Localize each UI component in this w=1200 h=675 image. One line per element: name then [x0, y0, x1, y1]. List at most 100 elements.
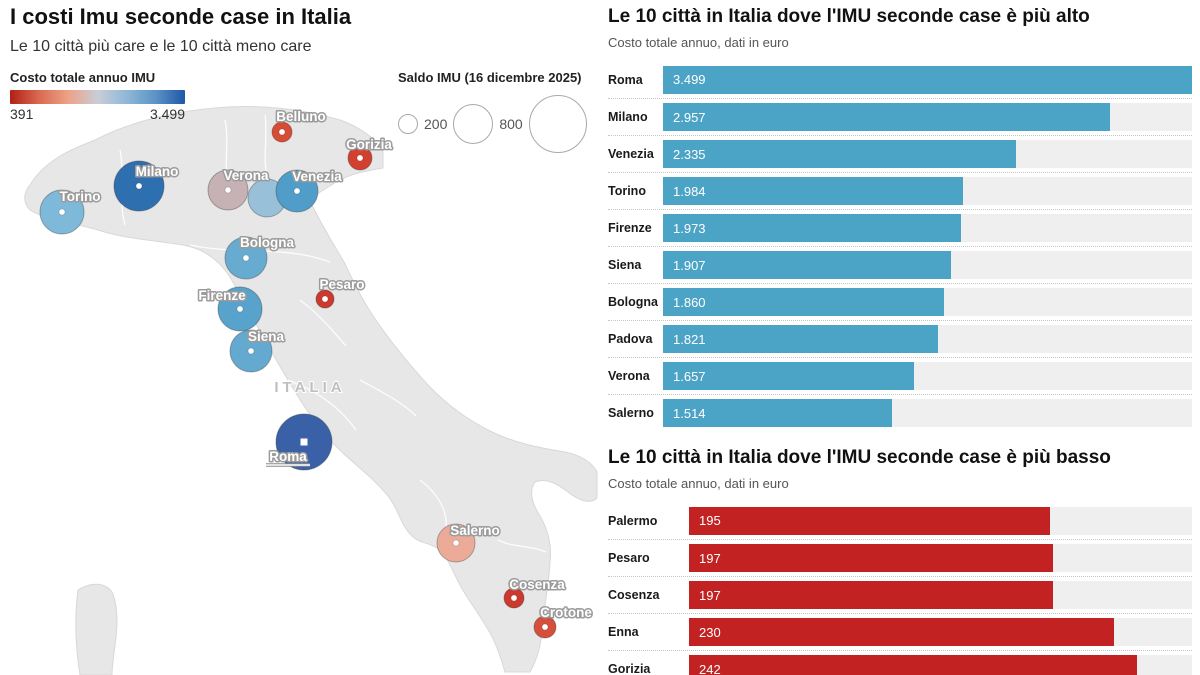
bar: 242 [689, 655, 1137, 675]
chart-row: Padova 1.821 [608, 320, 1192, 357]
region-borders [119, 114, 547, 553]
row-city-label: Bologna [608, 295, 658, 309]
chart-row: Venezia 2.335 [608, 135, 1192, 172]
city-label-milano: Milano [136, 164, 179, 179]
chart-row: Pesaro 197 [608, 539, 1192, 576]
city-dot [58, 208, 66, 216]
row-city-label: Firenze [608, 221, 652, 235]
city-label-torino: Torino [60, 189, 101, 204]
bar-value: 1.657 [673, 368, 706, 384]
city-label-roma: Roma [269, 449, 307, 464]
chart-row: Firenze 1.973 [608, 209, 1192, 246]
map-title: I costi Imu seconde case in Italia [10, 4, 352, 29]
bar: 197 [689, 581, 1054, 609]
city-dot [224, 186, 232, 194]
color-legend-min: 391 [10, 106, 34, 122]
chart-lowest-subtitle: Costo totale annuo, dati in euro [608, 476, 789, 491]
bar-value: 1.984 [673, 183, 706, 199]
city-dot [356, 154, 364, 162]
bar-value: 195 [699, 513, 721, 528]
size-legend-value: 200 [424, 116, 448, 132]
city-label-verona: Verona [223, 168, 269, 183]
size-legend-value: 800 [499, 116, 523, 132]
bar-track: 1.907 [663, 251, 1192, 279]
city-dot [236, 305, 244, 313]
map-subtitle: Le 10 città più care e le 10 città meno … [10, 38, 312, 55]
bar-value: 197 [699, 587, 721, 603]
city-dot [541, 623, 549, 631]
bar-track: 3.499 [663, 65, 1192, 94]
city-label-crotone: Crotone [540, 605, 592, 620]
city-dot [452, 539, 460, 547]
city-dot [247, 347, 255, 355]
row-city-label: Palermo [608, 513, 658, 528]
bar: 1.907 [663, 251, 952, 279]
size-legend-circle [528, 95, 587, 153]
size-legend-circle [398, 114, 418, 134]
bar: 197 [689, 544, 1054, 572]
bar-value: 1.973 [673, 220, 706, 236]
size-legend: Saldo IMU (16 dicembre 2025) 200 800 [398, 70, 598, 155]
bar-track: 1.514 [663, 399, 1192, 427]
bar-value: 197 [699, 550, 721, 566]
city-dot [278, 128, 286, 136]
row-city-label: Torino [608, 184, 646, 198]
chart-row: Verona 1.657 [608, 357, 1192, 394]
chart-highest-subtitle: Costo totale annuo, dati in euro [608, 35, 789, 50]
chart-row: Cosenza 197 [608, 576, 1192, 613]
city-dot [293, 187, 301, 195]
row-city-label: Milano [608, 110, 648, 124]
row-city-label: Verona [608, 369, 650, 383]
city-dot [510, 594, 518, 602]
bar-value: 2.335 [673, 146, 706, 162]
bar-track: 1.657 [663, 362, 1192, 390]
bar-track: 2.957 [663, 103, 1192, 131]
color-legend: Costo totale annuo IMU 391 3.499 [10, 70, 185, 122]
bar: 1.657 [663, 362, 914, 390]
city-label-venezia: Venezia [292, 169, 342, 184]
bar-value: 230 [699, 624, 721, 640]
chart-row: Roma 3.499 [608, 61, 1192, 98]
bar: 1.514 [663, 399, 892, 427]
city-dot [242, 254, 250, 262]
city-label-salerno: Salerno [450, 523, 500, 538]
chart-row: Siena 1.907 [608, 246, 1192, 283]
city-label-belluno: Belluno [276, 109, 326, 124]
bar: 1.821 [663, 325, 939, 353]
bar-track: 1.973 [663, 214, 1192, 242]
bar-track: 1.821 [663, 325, 1192, 353]
chart-row: Salerno 1.514 [608, 394, 1192, 431]
bar-value: 1.821 [673, 331, 706, 347]
city-label-cosenza: Cosenza [509, 577, 565, 592]
bar: 3.499 [663, 65, 1192, 94]
bar-track: 230 [689, 618, 1192, 646]
map-panel: ITALIA Torino Milano Belluno Gorizia Verona V… [10, 4, 598, 675]
bar: 2.957 [663, 103, 1111, 131]
city-dot [135, 182, 143, 190]
map-watermark-italia: ITALIA [274, 379, 345, 396]
row-city-label: Salerno [608, 406, 654, 420]
bar-track: 242 [689, 655, 1192, 675]
chart-lowest-rows: Palermo 195 Pesaro 197 Cosenza 197 Enna 230 Gori… [608, 502, 1192, 675]
color-gradient-bar [10, 90, 185, 104]
chart-lowest-title: Le 10 città in Italia dove l'IMU seconde… [608, 447, 1111, 468]
color-legend-label: Costo totale annuo IMU [10, 70, 156, 85]
chart-lowest-imu: Le 10 città in Italia dove l'IMU seconde… [608, 447, 1192, 675]
bar-track: 195 [689, 506, 1192, 535]
row-city-label: Venezia [608, 147, 654, 161]
row-city-label: Pesaro [608, 551, 650, 565]
bar: 1.984 [663, 177, 963, 205]
bar: 2.335 [663, 140, 1017, 168]
city-label-bologna: Bologna [240, 235, 294, 250]
row-city-label: Roma [608, 72, 643, 87]
sardinia-landmass [75, 583, 118, 675]
row-city-label: Enna [608, 625, 639, 639]
chart-row: Palermo 195 [608, 502, 1192, 539]
bar-track: 197 [689, 544, 1192, 572]
row-city-label: Gorizia [608, 662, 651, 675]
chart-row: Bologna 1.860 [608, 283, 1192, 320]
chart-row: Milano 2.957 [608, 98, 1192, 135]
row-city-label: Padova [608, 332, 653, 346]
chart-row: Gorizia 242 [608, 650, 1192, 675]
bar-value: 1.860 [673, 294, 706, 310]
